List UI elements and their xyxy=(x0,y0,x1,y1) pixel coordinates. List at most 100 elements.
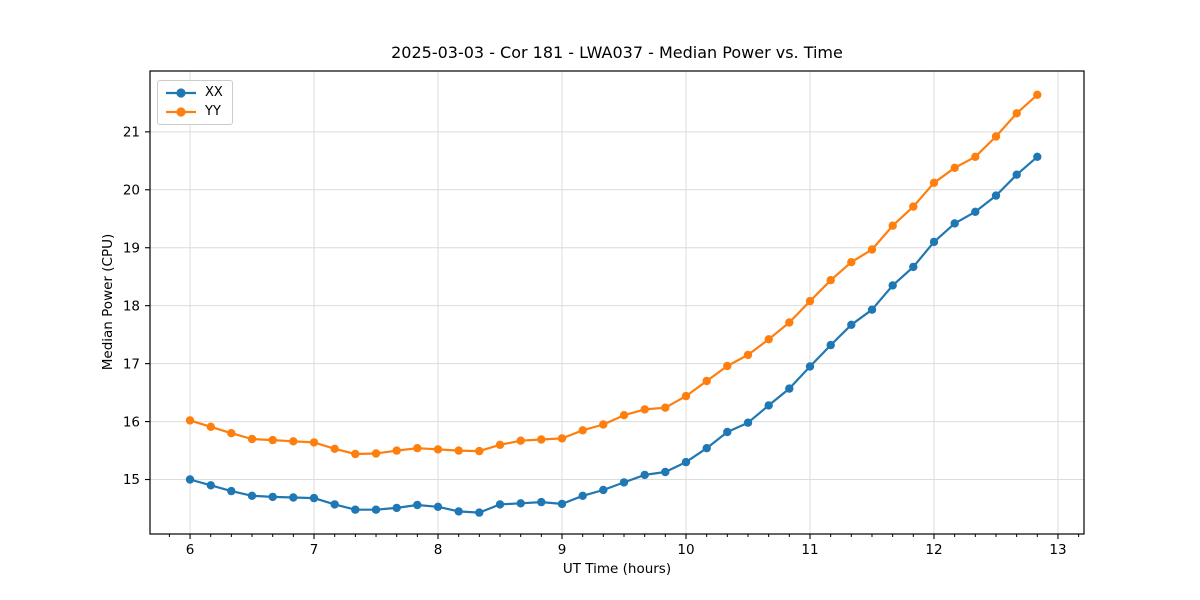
data-point-yy xyxy=(681,391,691,401)
data-point-yy xyxy=(929,178,939,187)
data-point-xx xyxy=(681,457,691,467)
y-tick-label: 16 xyxy=(123,414,140,430)
legend-item-yy: YY xyxy=(165,104,223,120)
data-point-xx xyxy=(599,485,608,495)
data-point-yy xyxy=(950,163,959,172)
data-point-xx xyxy=(247,491,257,500)
y-tick-label: 20 xyxy=(123,182,140,198)
legend-item-xx: XX xyxy=(165,85,223,101)
data-point-yy xyxy=(805,296,815,306)
data-point-yy xyxy=(475,446,484,456)
data-point-xx xyxy=(392,503,401,513)
data-point-yy xyxy=(495,440,505,449)
data-point-xx xyxy=(950,219,959,228)
data-point-xx xyxy=(888,281,897,290)
data-point-xx xyxy=(661,467,670,477)
legend-label-xx: XX xyxy=(205,85,223,100)
data-point-yy xyxy=(557,434,567,443)
data-point-xx xyxy=(475,508,484,517)
data-point-xx xyxy=(351,505,360,514)
data-point-xx xyxy=(847,320,856,329)
data-point-yy xyxy=(888,221,897,230)
series-line-yy xyxy=(188,93,1039,456)
legend-swatch-svg xyxy=(166,107,196,117)
x-tick-label: 10 xyxy=(677,542,694,558)
data-point-yy xyxy=(413,444,422,453)
data-point-xx xyxy=(330,500,339,509)
data-point-yy xyxy=(185,416,195,425)
data-point-xx xyxy=(764,401,773,410)
data-point-xx xyxy=(867,305,877,314)
data-point-yy xyxy=(867,245,877,254)
data-point-yy xyxy=(1012,109,1021,118)
x-tick-label: 11 xyxy=(801,542,818,558)
data-point-xx xyxy=(702,444,711,453)
data-point-yy xyxy=(764,335,773,344)
data-point-yy xyxy=(826,276,835,285)
data-point-yy xyxy=(371,449,381,458)
data-point-yy xyxy=(247,434,257,444)
data-point-yy xyxy=(268,435,277,445)
data-point-xx xyxy=(929,237,939,247)
y-tick-label: 15 xyxy=(123,472,140,488)
data-point-xx xyxy=(206,481,215,490)
data-point-yy xyxy=(392,446,401,455)
y-tick-label: 19 xyxy=(123,240,140,256)
data-point-yy xyxy=(785,318,794,327)
data-point-yy xyxy=(847,258,856,267)
data-point-yy xyxy=(454,446,463,455)
data-point-xx xyxy=(578,491,587,500)
data-point-xx xyxy=(433,502,443,511)
legend-swatch-svg xyxy=(166,88,196,98)
data-point-yy xyxy=(433,445,443,454)
data-point-xx xyxy=(227,486,236,496)
chart-title: 2025-03-03 - Cor 181 - LWA037 - Median P… xyxy=(391,43,843,62)
data-point-xx xyxy=(743,418,753,427)
y-tick-label: 21 xyxy=(123,125,140,141)
data-point-yy xyxy=(330,444,339,453)
legend-line-marker-icon xyxy=(165,106,197,118)
plot-border xyxy=(149,70,1085,535)
data-point-xx xyxy=(640,470,649,480)
data-point-xx xyxy=(454,507,463,516)
data-point-xx xyxy=(723,427,732,437)
data-point-yy xyxy=(1033,90,1042,100)
data-point-yy xyxy=(909,202,918,211)
x-tick-label: 12 xyxy=(925,542,942,558)
data-point-yy xyxy=(289,437,298,446)
legend-label-yy: YY xyxy=(205,104,221,119)
data-point-yy xyxy=(743,350,753,360)
data-point-xx xyxy=(371,505,381,514)
legend-swatch-marker xyxy=(176,107,186,117)
x-tick-label: 8 xyxy=(434,542,443,558)
legend-swatch-marker xyxy=(176,88,186,98)
data-point-yy xyxy=(516,436,525,445)
data-point-xx xyxy=(909,262,918,272)
data-point-yy xyxy=(599,420,608,429)
legend: XX YY xyxy=(157,80,233,125)
y-axis-label: Median Power (CPU) xyxy=(100,234,116,370)
data-point-xx xyxy=(991,191,1001,200)
x-tick-label: 7 xyxy=(310,542,319,558)
data-point-xx xyxy=(309,493,319,503)
data-point-yy xyxy=(206,422,215,431)
data-point-yy xyxy=(578,426,587,435)
data-point-yy xyxy=(537,435,546,444)
data-point-xx xyxy=(537,497,546,507)
data-point-xx xyxy=(516,499,525,508)
data-point-xx xyxy=(619,478,629,487)
data-point-yy xyxy=(702,376,711,386)
data-point-xx xyxy=(495,500,505,509)
data-point-yy xyxy=(351,449,360,459)
data-point-xx xyxy=(805,362,815,371)
plot-area: 6 7 8 9 10 11 12 13 15 16 17 18 19 20 21 xyxy=(123,70,1085,558)
y-tick-label: 17 xyxy=(123,356,140,372)
data-point-yy xyxy=(309,438,319,447)
data-point-xx xyxy=(268,492,277,502)
x-tick-label: 9 xyxy=(558,542,567,558)
data-point-xx xyxy=(557,499,567,509)
data-point-yy xyxy=(640,405,649,414)
data-point-xx xyxy=(289,493,298,502)
data-point-xx xyxy=(785,384,794,393)
